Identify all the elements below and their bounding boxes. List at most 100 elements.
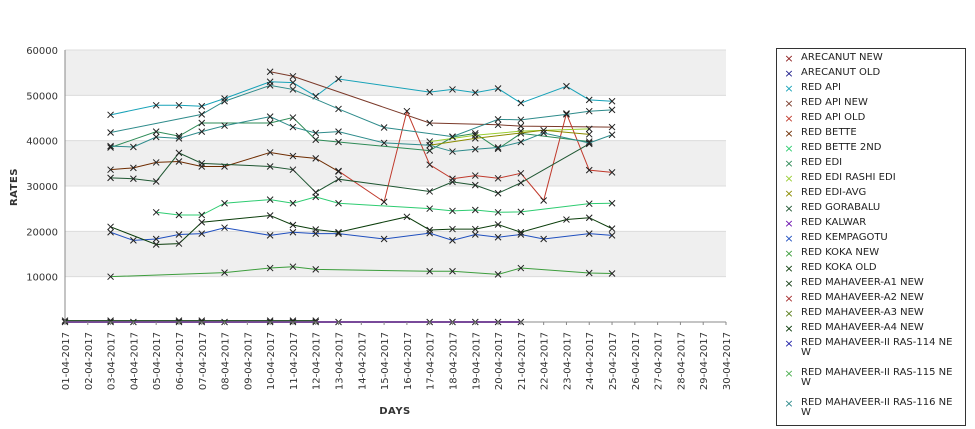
data-point bbox=[221, 122, 228, 130]
data-point bbox=[335, 228, 342, 236]
data-point bbox=[312, 317, 320, 324]
data-point bbox=[289, 72, 297, 80]
data-point bbox=[198, 102, 206, 110]
x-tick-label: 09-04-2017 bbox=[243, 332, 254, 390]
y-tick-label: 40000 bbox=[26, 137, 58, 148]
data-point bbox=[198, 119, 206, 127]
data-point bbox=[152, 133, 160, 141]
data-point bbox=[152, 128, 160, 135]
data-point bbox=[130, 237, 137, 244]
series-red-api-new bbox=[266, 68, 616, 131]
legend-label: RED KOKA OLD bbox=[801, 262, 877, 273]
data-point bbox=[471, 172, 479, 179]
data-point bbox=[289, 221, 297, 229]
data-point bbox=[517, 116, 525, 124]
data-point bbox=[107, 129, 114, 136]
legend-label: RED API NEW bbox=[801, 97, 868, 108]
data-point bbox=[175, 101, 183, 109]
data-point bbox=[289, 86, 297, 93]
legend-label: RED KEMPAGOTU bbox=[801, 232, 888, 243]
legend-marker: × bbox=[784, 52, 794, 65]
series-red-api bbox=[107, 75, 616, 119]
legend-marker: × bbox=[784, 307, 794, 320]
legend-label: RED BETTE 2ND bbox=[801, 142, 882, 153]
data-point bbox=[449, 207, 456, 215]
data-point bbox=[471, 89, 479, 96]
data-point bbox=[266, 163, 274, 170]
series-line bbox=[110, 151, 339, 172]
x-tick-label: 28-04-2017 bbox=[676, 332, 687, 390]
data-point bbox=[198, 218, 206, 226]
data-point bbox=[585, 166, 593, 174]
x-tick-label: 12-04-2017 bbox=[312, 332, 323, 390]
data-point bbox=[152, 178, 160, 185]
data-point bbox=[449, 178, 456, 186]
plot-band bbox=[65, 140, 726, 186]
legend-item: × RED MAHAVEER-A3 NEW bbox=[777, 307, 963, 320]
data-point bbox=[335, 168, 342, 175]
legend-label: RED MAHAVEER-II RAS-114 NEW bbox=[801, 337, 953, 358]
x-tick-label: 08-04-2017 bbox=[221, 332, 232, 390]
data-point bbox=[266, 68, 274, 76]
x-tick-label: 07-04-2017 bbox=[198, 332, 209, 390]
legend-item: × RED MAHAVEER-A4 NEW bbox=[777, 322, 963, 335]
data-point bbox=[335, 75, 342, 83]
x-tick-label: 02-04-2017 bbox=[84, 332, 95, 390]
data-point bbox=[198, 163, 206, 170]
data-point bbox=[380, 198, 388, 206]
data-point bbox=[563, 110, 570, 117]
x-tick-label: 26-04-2017 bbox=[631, 332, 642, 390]
legend-label: RED EDI bbox=[801, 157, 843, 168]
legend-marker: × bbox=[784, 172, 794, 185]
data-point bbox=[540, 126, 548, 134]
series-red-bette bbox=[107, 149, 342, 175]
data-point bbox=[494, 174, 502, 182]
legend-marker: × bbox=[784, 322, 794, 335]
data-point bbox=[471, 181, 479, 189]
y-tick-labels: 10000 20000 30000 40000 50000 60000 bbox=[26, 46, 58, 284]
data-point bbox=[449, 86, 456, 93]
legend-marker: × bbox=[784, 232, 794, 245]
data-point bbox=[107, 317, 114, 324]
legend-label: RED BETTE bbox=[801, 127, 857, 138]
data-point bbox=[266, 113, 274, 120]
legend-item: × RED KOKA NEW bbox=[777, 248, 963, 260]
y-tick-label: 30000 bbox=[26, 182, 58, 193]
legend-item: × RED EDI-AVG bbox=[777, 188, 963, 200]
plot-band bbox=[65, 186, 726, 232]
data-point bbox=[335, 175, 342, 183]
legend-item: × RED MAHAVEER-II RAS-114 NEW bbox=[777, 338, 963, 358]
legend-label: RED API OLD bbox=[801, 112, 866, 123]
data-point bbox=[107, 111, 114, 119]
legend-label: RED MAHAVEER-A4 NEW bbox=[801, 322, 924, 333]
data-point bbox=[426, 205, 434, 213]
data-point bbox=[517, 122, 525, 130]
x-tick-label: 13-04-2017 bbox=[335, 332, 346, 390]
x-tick-labels: 01-04-2017 02-04-2017 03-04-2017 04-04-2017… bbox=[61, 332, 733, 390]
data-point bbox=[449, 133, 456, 140]
legend-marker: × bbox=[784, 142, 794, 155]
legend-item: × RED KALWAR bbox=[777, 218, 963, 230]
data-point bbox=[312, 129, 320, 137]
data-point bbox=[130, 175, 137, 183]
series-line bbox=[338, 109, 613, 203]
plot-band bbox=[65, 276, 726, 322]
series-red-koka-old bbox=[107, 212, 616, 248]
data-point bbox=[585, 138, 593, 145]
data-point bbox=[563, 111, 570, 118]
data-point bbox=[494, 271, 502, 278]
data-point bbox=[608, 97, 616, 105]
data-point bbox=[494, 144, 502, 151]
data-point bbox=[585, 107, 593, 115]
data-point bbox=[152, 159, 160, 166]
data-point bbox=[449, 225, 456, 233]
data-point bbox=[517, 179, 525, 187]
x-tick-label: 29-04-2017 bbox=[699, 332, 710, 390]
legend-item: × RED BETTE 2ND bbox=[777, 142, 963, 155]
data-point bbox=[494, 121, 502, 129]
legend-marker: × bbox=[784, 202, 794, 215]
x-tick-label: 17-04-2017 bbox=[426, 332, 437, 390]
data-point bbox=[335, 138, 342, 146]
legend-label: RED MAHAVEER-A3 NEW bbox=[801, 307, 924, 318]
x-tick-label: 10-04-2017 bbox=[266, 332, 277, 390]
